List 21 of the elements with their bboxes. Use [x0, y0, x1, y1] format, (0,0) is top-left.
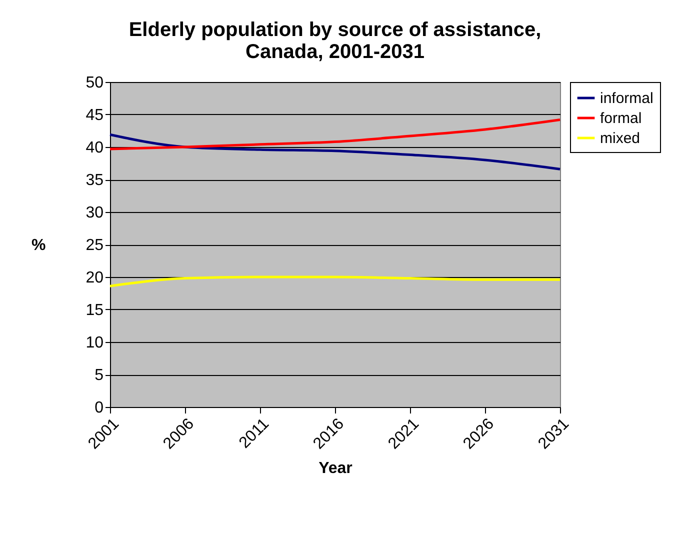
y-tick-label: 30: [86, 204, 104, 222]
y-tick-label: 15: [86, 302, 104, 319]
line-series: [108, 276, 562, 288]
y-tick-label: 10: [86, 334, 104, 352]
y-tick-label: 5: [94, 367, 104, 384]
y-tick-label: 45: [86, 107, 104, 124]
text: Elderly population by source of assistance,: [128, 19, 542, 41]
y-tick-label: 50: [86, 74, 104, 92]
y-tick-label: 0: [94, 400, 104, 416]
y-tick-label: 40: [86, 140, 104, 156]
y-tick-label: 35: [86, 172, 104, 189]
legend-label: informal: [600, 90, 654, 107]
y-tick-label: 20: [86, 270, 104, 286]
legend-label: formal: [600, 110, 642, 127]
y-axis-title: %: [31, 237, 46, 254]
y-tick-label: 25: [86, 237, 104, 254]
x-axis-title: Year: [318, 460, 352, 477]
line-series: [108, 118, 562, 150]
legend-label: mixed: [600, 130, 640, 147]
text: Canada, 2001-2031: [245, 41, 425, 63]
line-series: [108, 133, 562, 170]
